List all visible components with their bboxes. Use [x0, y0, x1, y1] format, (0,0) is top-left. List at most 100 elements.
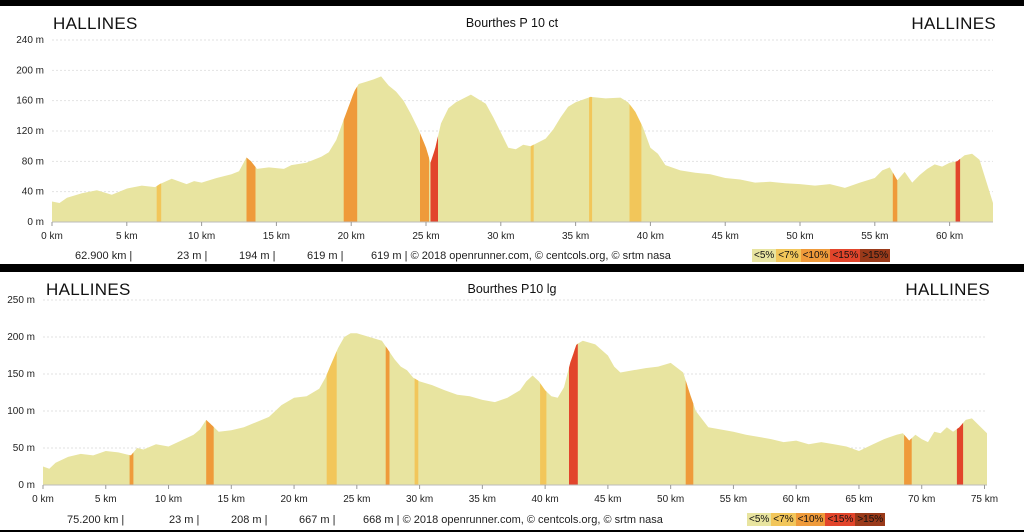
x-tick-label: 50 km [657, 494, 684, 505]
steep-segment [589, 96, 593, 222]
credits-text: © 2018 openrunner.com, © centcols.org, ©… [410, 250, 671, 262]
y-tick-label: 100 m [7, 406, 35, 417]
y-tick-label: 50 m [13, 443, 35, 454]
legend-item-under-15: <15% [830, 249, 861, 262]
x-tick-label: 40 km [637, 231, 664, 242]
x-tick-label: 0 km [41, 231, 63, 242]
chart-title: Bourthes P 10 ct [465, 16, 559, 30]
x-tick-label: 10 km [188, 231, 215, 242]
end-location-label: HALLINES [905, 280, 990, 299]
elevation-profile-panel-long: 0 m 50 m 100 m 150 m 200 m 250 m 0 km 5 km 10 km… [0, 272, 1024, 530]
legend-item-under-7: <7% [776, 249, 801, 262]
x-tick-label: 65 km [845, 494, 872, 505]
elevation-profile-panel-short: 0 m 40 m 80 m 120 m 160 m 200 m 240 m 0 km 5 km 1… [0, 6, 1024, 264]
legend-item-under-5: <5% [747, 513, 772, 526]
y-tick-label: 120 m [16, 126, 44, 137]
x-tick-label: 20 km [280, 494, 307, 505]
y-tick-label: 40 m [22, 187, 44, 198]
steep-segment [685, 380, 694, 485]
x-tick-label: 15 km [263, 231, 290, 242]
legend-item-under-5: <5% [752, 249, 777, 262]
chart-title: Bourthes P10 lg [467, 282, 557, 296]
start-location-label: HALLINES [46, 280, 131, 299]
slope-legend: <5% <7% <10% <15% >15% [752, 249, 891, 262]
x-tick-label: 40 km [532, 494, 559, 505]
stat-max-elevation: 208 m | [231, 514, 268, 526]
steep-segment [629, 104, 642, 222]
x-tick-label: 70 km [908, 494, 935, 505]
route-stats: 75.200 km | 23 m | 208 m | 667 m | 668 m | ©… [67, 514, 663, 526]
stat-elevation-gain: 667 m | [299, 514, 336, 526]
steep-segment [892, 172, 898, 222]
steep-segment [385, 346, 390, 485]
steep-segment [326, 351, 337, 485]
stat-elevation-gain: 619 m | [307, 250, 344, 262]
x-tick-label: 25 km [412, 231, 439, 242]
legend-item-under-15: <15% [825, 513, 856, 526]
x-tick-label: 75 km [971, 494, 998, 505]
steep-segment [414, 378, 419, 485]
steep-segment [246, 157, 256, 222]
x-tick-label: 45 km [594, 494, 621, 505]
steep-segment [206, 419, 214, 485]
x-tick-label: 55 km [861, 231, 888, 242]
start-location-label: HALLINES [53, 14, 138, 33]
elevation-chart-long: 0 m 50 m 100 m 150 m 200 m 250 m 0 km 5 km 10 km… [7, 295, 998, 505]
x-tick-label: 55 km [720, 494, 747, 505]
steep-segment [129, 452, 134, 485]
x-tick-label: 30 km [406, 494, 433, 505]
y-tick-label: 200 m [16, 65, 44, 76]
x-tick-label: 5 km [116, 231, 138, 242]
legend-item-under-10: <10% [795, 513, 826, 526]
steep-segment [540, 383, 547, 485]
x-tick-label: 60 km [936, 231, 963, 242]
credits-text: © 2018 openrunner.com, © centcols.org, ©… [402, 514, 663, 526]
x-tick-label: 25 km [343, 494, 370, 505]
steep-segment [420, 133, 429, 222]
x-tick-label: 50 km [786, 231, 813, 242]
x-tick-label: 45 km [712, 231, 739, 242]
legend-item-under-7: <7% [771, 513, 796, 526]
steep-segment [343, 86, 358, 222]
steep-segment [955, 158, 961, 222]
stat-distance: 75.200 km | [67, 514, 125, 526]
y-tick-label: 80 m [22, 156, 44, 167]
y-tick-label: 160 m [16, 96, 44, 107]
x-tick-label: 10 km [155, 494, 182, 505]
y-tick-label: 240 m [16, 35, 44, 46]
y-tick-label: 250 m [7, 295, 35, 306]
stat-min-elevation: 23 m | [169, 514, 200, 526]
legend-item-under-10: <10% [800, 249, 831, 262]
x-tick-label: 5 km [95, 494, 117, 505]
y-tick-label: 200 m [7, 332, 35, 343]
y-tick-label: 0 m [18, 480, 35, 491]
stat-distance: 62.900 km | [75, 250, 133, 262]
stat-elevation-loss: 668 m | [363, 514, 400, 526]
x-tick-label: 60 km [783, 494, 810, 505]
x-tick-label: 35 km [469, 494, 496, 505]
steep-segment [904, 434, 912, 485]
x-tick-label: 15 km [218, 494, 245, 505]
x-tick-label: 35 km [562, 231, 589, 242]
legend-item-over-15: >15% [855, 513, 886, 526]
steep-segment [956, 422, 964, 485]
steep-segment [430, 136, 438, 222]
y-tick-label: 150 m [7, 369, 35, 380]
steep-segment [156, 183, 162, 222]
x-tick-label: 30 km [487, 231, 514, 242]
stat-elevation-loss: 619 m | [371, 250, 408, 262]
route-stats: 62.900 km | 23 m | 194 m | 619 m | 619 m | ©… [75, 250, 671, 262]
stat-max-elevation: 194 m | [239, 250, 276, 262]
x-tick-label: 0 km [32, 494, 54, 505]
stat-min-elevation: 23 m | [177, 250, 208, 262]
x-tick-label: 20 km [338, 231, 365, 242]
elevation-area [43, 333, 987, 485]
elevation-area [52, 76, 993, 223]
steep-segment [569, 343, 578, 485]
end-location-label: HALLINES [911, 14, 996, 33]
steep-segment [530, 144, 534, 222]
slope-legend: <5% <7% <10% <15% >15% [747, 513, 886, 526]
y-tick-label: 0 m [27, 217, 44, 228]
elevation-chart-short: 0 m 40 m 80 m 120 m 160 m 200 m 240 m 0 km 5 km 1… [16, 35, 993, 242]
legend-item-over-15: >15% [860, 249, 891, 262]
